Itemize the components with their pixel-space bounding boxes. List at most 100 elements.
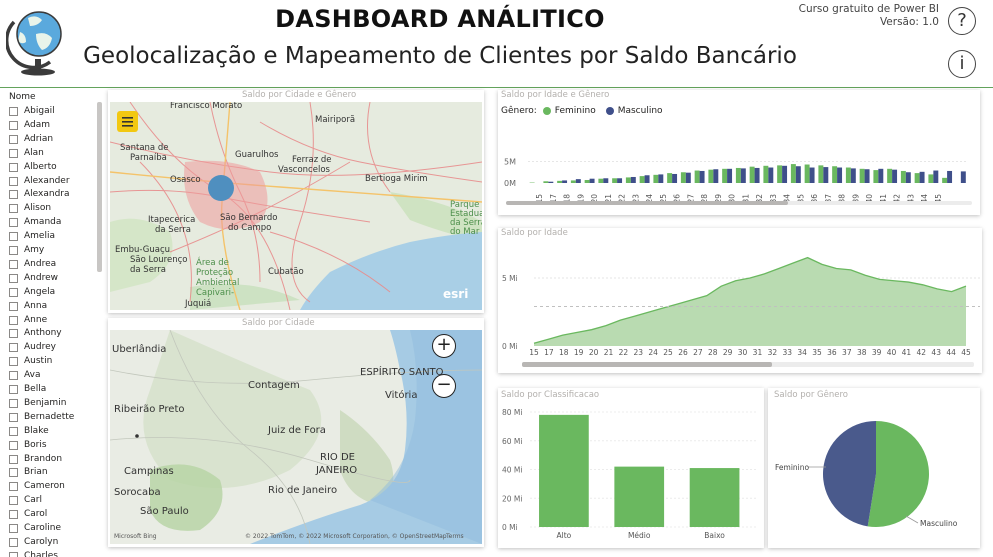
slicer-item[interactable]: Cameron	[9, 480, 65, 493]
slicer-item[interactable]: Bernadette	[9, 411, 74, 424]
slicer-item[interactable]: Adam	[9, 119, 50, 132]
checkbox[interactable]	[9, 551, 18, 557]
checkbox[interactable]	[9, 329, 18, 339]
x-tick-label: Alto	[557, 531, 572, 540]
slicer-item[interactable]: Carolyn	[9, 536, 58, 549]
slicer-item[interactable]: Anne	[9, 314, 47, 327]
checkbox[interactable]	[9, 148, 18, 158]
slicer-scrollbar[interactable]	[97, 102, 102, 272]
bar-classificacao	[614, 466, 665, 527]
slicer-item[interactable]: Anna	[9, 300, 47, 313]
bar-classificacao	[689, 468, 740, 527]
street-map[interactable]: Francisco Morato Mairiporã Santana de Pa…	[110, 102, 482, 310]
bar-chart-idade-genero[interactable]: 5M 0M 15 17 18 19 20 21 22 23 24 25 26 27 28 29 30 31 32 33…	[498, 90, 980, 215]
checkbox[interactable]	[9, 468, 18, 478]
checkbox[interactable]	[9, 440, 18, 450]
slicer-item[interactable]: Adrian	[9, 133, 53, 146]
slicer-item[interactable]: Angela	[9, 286, 55, 299]
checkbox[interactable]	[9, 287, 18, 297]
checkbox[interactable]	[9, 246, 18, 255]
slicer-item[interactable]: Amelia	[9, 230, 55, 243]
checkbox[interactable]	[9, 524, 18, 533]
map-menu-button[interactable]	[117, 111, 138, 132]
x-tick-label: 22	[618, 194, 627, 204]
checkbox[interactable]	[9, 301, 18, 311]
help-button[interactable]: ?	[948, 7, 976, 35]
checkbox[interactable]	[9, 204, 18, 214]
slicer-item[interactable]: Boris	[9, 439, 47, 452]
slicer-item[interactable]: Caroline	[9, 522, 61, 535]
bing-map[interactable]: Uberlândia ESPÍRITO SANTO Contagem Vitór…	[110, 330, 482, 544]
slicer-item[interactable]: Andrea	[9, 258, 56, 271]
bar-chart-classificacao[interactable]: 80 Mi 60 Mi 40 Mi 20 Mi 0 Mi Alto Médio Baixo	[498, 388, 764, 548]
checkbox[interactable]	[9, 343, 18, 353]
x-tick-label: 33	[782, 348, 792, 357]
svg-text:RIO DE: RIO DE	[320, 452, 355, 463]
slicer-item[interactable]: Charles	[9, 550, 58, 557]
slicer-item[interactable]: Alberto	[9, 161, 57, 174]
bar-feminino	[749, 166, 755, 183]
x-tick-label: 17	[544, 348, 554, 357]
slicer-item[interactable]: Audrey	[9, 341, 56, 354]
slicer-item[interactable]: Amy	[9, 244, 44, 257]
area-chart-idade[interactable]: 5 Mi 0 Mi 15 17 18 19 20 21 22 23 24 25 26 27 28 29 30 31…	[498, 228, 982, 373]
pie-chart-genero[interactable]: Feminino Masculino	[768, 388, 980, 548]
checkbox[interactable]	[9, 162, 18, 172]
checkbox[interactable]	[9, 398, 18, 408]
checkbox[interactable]	[9, 315, 18, 325]
checkbox[interactable]	[9, 273, 18, 283]
zoom-out-button[interactable]: −	[432, 374, 456, 398]
slicer-item-label: Adam	[24, 119, 50, 130]
slicer-item[interactable]: Alexander	[9, 175, 70, 188]
checkbox[interactable]	[9, 134, 18, 144]
info-button[interactable]: i	[948, 50, 976, 78]
slicer-item[interactable]: Carl	[9, 494, 42, 507]
legend-masculino[interactable]: Masculino	[617, 106, 663, 116]
checkbox[interactable]	[9, 218, 18, 228]
checkbox[interactable]	[9, 412, 18, 422]
slicer-item[interactable]: Benjamin	[9, 397, 66, 410]
checkbox[interactable]	[9, 357, 18, 367]
slicer-item[interactable]: Amanda	[9, 216, 61, 229]
slicer-item[interactable]: Alan	[9, 147, 44, 160]
checkbox[interactable]	[9, 190, 18, 200]
checkbox[interactable]	[9, 120, 18, 130]
checkbox[interactable]	[9, 232, 18, 242]
slicer-item[interactable]: Blake	[9, 425, 49, 438]
slicer-item-label: Alexandra	[24, 189, 70, 200]
slicer-item[interactable]: Anthony	[9, 327, 62, 340]
checkbox[interactable]	[9, 259, 18, 269]
svg-text:Osasco: Osasco	[170, 175, 201, 185]
slicer-item[interactable]: Alexandra	[9, 188, 70, 201]
slicer-item[interactable]: Andrew	[9, 272, 58, 285]
zoom-in-button[interactable]: +	[432, 334, 456, 358]
checkbox[interactable]	[9, 482, 18, 492]
esri-attribution: esri	[443, 287, 468, 301]
checkbox[interactable]	[9, 496, 18, 506]
x-tick-label: 41	[879, 194, 888, 204]
slicer-item[interactable]: Alison	[9, 202, 51, 215]
checkbox[interactable]	[9, 107, 18, 116]
svg-text:São Bernardo: São Bernardo	[220, 213, 277, 223]
legend-feminino[interactable]: Feminino	[554, 106, 596, 116]
checkbox[interactable]	[9, 176, 18, 186]
slicer-item[interactable]: Abigail	[9, 105, 55, 118]
checkbox[interactable]	[9, 426, 18, 436]
slicer-item[interactable]: Bella	[9, 383, 46, 396]
map-terms-link[interactable]: Terms	[445, 533, 464, 540]
slicer-item[interactable]: Brian	[9, 466, 48, 479]
x-tick-label: 29	[723, 348, 733, 357]
checkbox[interactable]	[9, 537, 18, 547]
slicer-item[interactable]: Austin	[9, 355, 52, 368]
checkbox[interactable]	[9, 385, 18, 394]
slicer-item[interactable]: Brandon	[9, 453, 62, 466]
checkbox[interactable]	[9, 371, 18, 381]
bar-masculino	[919, 171, 925, 183]
slicer-item[interactable]: Carol	[9, 508, 47, 521]
svg-text:JANEIRO: JANEIRO	[315, 465, 357, 476]
checkbox[interactable]	[9, 454, 18, 464]
x-tick-label: 15	[529, 348, 539, 357]
checkbox[interactable]	[9, 510, 18, 520]
svg-text:Itapecerica: Itapecerica	[148, 215, 195, 225]
slicer-item[interactable]: Ava	[9, 369, 40, 382]
